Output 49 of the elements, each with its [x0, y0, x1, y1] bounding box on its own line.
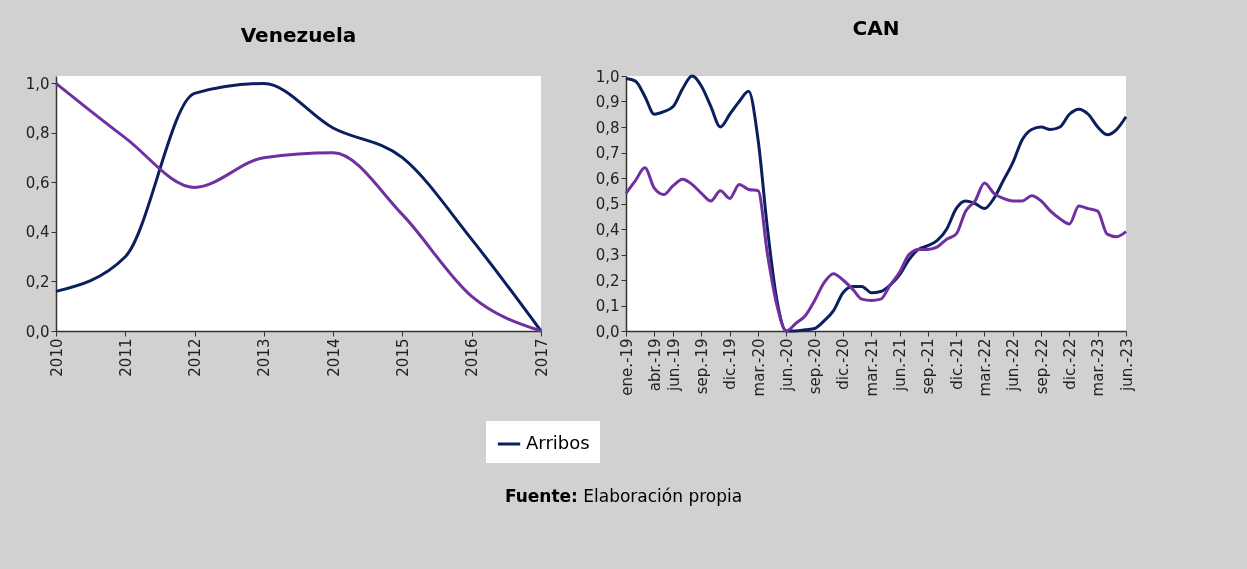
x-tick-label: mar.-21 — [862, 338, 881, 397]
y-tick-label: 0,0 — [25, 322, 50, 341]
line-series — [624, 74, 1128, 333]
x-tick-label: mar.-22 — [975, 338, 994, 397]
x-tick-label: 2012 — [186, 338, 205, 377]
y-tick-label: 0,8 — [25, 124, 50, 143]
chart-title: CAN — [852, 16, 900, 40]
x-tick-label: 2010 — [47, 338, 66, 377]
x-tick-label: 2011 — [116, 338, 135, 377]
x-tick-label: 2013 — [255, 338, 274, 377]
x-tick-label: mar.-20 — [749, 338, 768, 397]
x-tick-label: dic.-22 — [1060, 338, 1079, 390]
y-tick-label: 0,5 — [595, 195, 620, 213]
y-tick-label: 1,0 — [25, 74, 50, 93]
x-tick-label: dic.-21 — [947, 338, 966, 390]
y-tick-label: 0,2 — [595, 271, 620, 290]
chart-title: Venezuela — [240, 23, 357, 47]
y-tick-label: 0,7 — [595, 144, 620, 162]
y-tick-label: 0,4 — [595, 220, 620, 239]
x-tick-label: dic.-20 — [834, 338, 853, 390]
x-tick-label: jun.-20 — [777, 338, 796, 392]
x-tick-label: mar.-23 — [1089, 338, 1108, 397]
y-tick-label: 1,0 — [595, 67, 620, 86]
y-tick-label: 0,0 — [595, 322, 620, 341]
x-tick-label: ene.-19 — [617, 338, 636, 396]
x-tick-label: sep.-19 — [692, 338, 711, 395]
x-tick-label: abr.-19 — [645, 338, 664, 392]
x-tick-label: 2017 — [532, 338, 551, 377]
x-tick-label: 2015 — [393, 338, 412, 377]
y-tick-label: 0,2 — [25, 272, 50, 291]
x-tick-label: sep.-22 — [1032, 338, 1051, 395]
source-note: Fuente: Elaboración propia — [503, 486, 744, 506]
x-tick-label: sep.-20 — [806, 338, 825, 395]
y-tick-label: 0,6 — [595, 169, 620, 188]
x-tick-label: jun.-23 — [1117, 338, 1136, 392]
legend-label: Arribos — [526, 432, 590, 453]
y-tick-label: 0,4 — [25, 223, 50, 242]
y-tick-label: 0,8 — [595, 118, 620, 137]
y-tick-label: 0,6 — [25, 173, 50, 192]
y-tick-label: 0,9 — [595, 93, 620, 111]
x-tick-label: 2014 — [324, 338, 343, 377]
x-tick-label: dic.-19 — [721, 338, 740, 390]
x-tick-label: sep.-21 — [919, 338, 938, 395]
x-tick-label: jun.-21 — [891, 338, 910, 392]
y-tick-label: 0,1 — [595, 297, 620, 315]
x-tick-label: jun.-19 — [664, 338, 683, 392]
x-tick-label: 2016 — [463, 338, 482, 377]
y-tick-label: 0,3 — [595, 246, 620, 264]
x-tick-label: jun.-22 — [1004, 338, 1023, 392]
